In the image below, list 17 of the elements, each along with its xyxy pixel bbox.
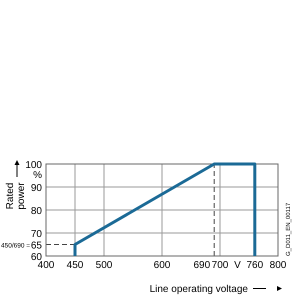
x-tick-label: 600 (154, 260, 171, 271)
x-tick-label: 500 (96, 260, 113, 271)
text: V (234, 260, 242, 271)
y-tick-label: 65 (30, 240, 42, 252)
x-tick-label: 760 (246, 260, 264, 271)
x-tick-label: 800 (270, 260, 287, 271)
x-tick-label: 450 (66, 260, 84, 271)
text: % (33, 170, 42, 181)
y-tick-label: 80 (30, 206, 42, 217)
ref-line-label: 690 (194, 260, 211, 271)
x-tick-label: 400 (38, 260, 55, 271)
y-tick-label: 90 (30, 183, 42, 194)
y-tick-label: 70 (30, 229, 42, 240)
x-axis-title: Line operating voltage (150, 284, 248, 295)
x-tick-label: 700 (212, 260, 229, 271)
y-axis-title: Rated power (5, 182, 27, 210)
y-tick-label: 100 (25, 160, 42, 171)
